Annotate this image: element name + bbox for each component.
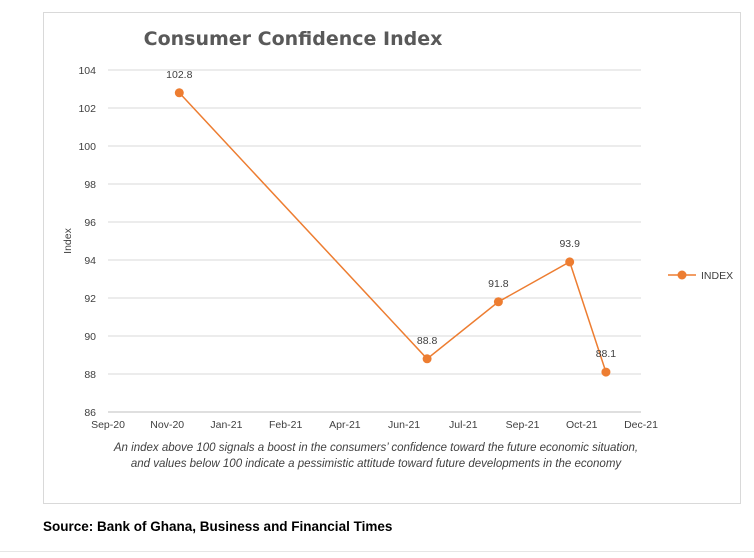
x-tick-label: Jul-21 (449, 419, 478, 431)
legend-marker (677, 270, 687, 280)
source-note: Source: Bank of Ghana, Business and Fina… (43, 519, 393, 534)
y-tick-label: 104 (78, 65, 96, 77)
series-line (178, 92, 607, 373)
data-label: 91.8 (488, 278, 509, 290)
y-tick-label: 86 (84, 407, 96, 419)
data-point (422, 354, 432, 364)
data-point (493, 297, 503, 307)
x-tick-label: Oct-21 (566, 419, 598, 431)
y-tick-label: 90 (84, 331, 96, 343)
data-label: 88.1 (596, 348, 617, 360)
y-tick-label: 98 (84, 179, 96, 191)
x-tick-label: Sep-21 (506, 419, 540, 431)
data-label: 93.9 (559, 238, 580, 250)
x-tick-label: Apr-21 (329, 419, 361, 431)
x-tick-label: Nov-20 (150, 419, 184, 431)
y-tick-label: 94 (84, 255, 96, 267)
y-tick-label: 92 (84, 293, 96, 305)
y-tick-label: 102 (78, 103, 96, 115)
x-tick-label: Sep-20 (91, 419, 125, 431)
bottom-divider (0, 551, 754, 552)
y-tick-label: 96 (84, 217, 96, 229)
data-point (565, 257, 575, 267)
chart-frame (43, 12, 741, 504)
y-axis-title: Index (62, 227, 74, 253)
data-point (174, 88, 184, 98)
data-label: 102.8 (166, 69, 192, 81)
chart-caption: An index above 100 signals a boost in th… (113, 442, 639, 470)
x-tick-label: Dec-21 (624, 419, 658, 431)
y-tick-label: 88 (84, 369, 96, 381)
x-tick-label: Feb-21 (269, 419, 302, 431)
x-tick-label: Jan-21 (210, 419, 242, 431)
y-tick-label: 100 (78, 141, 96, 153)
data-label: 88.8 (417, 335, 438, 347)
data-point (601, 367, 611, 377)
x-tick-label: Jun-21 (388, 419, 420, 431)
chart-title: Consumer Confidence Index (143, 28, 443, 50)
legend-label: INDEX (701, 270, 733, 282)
